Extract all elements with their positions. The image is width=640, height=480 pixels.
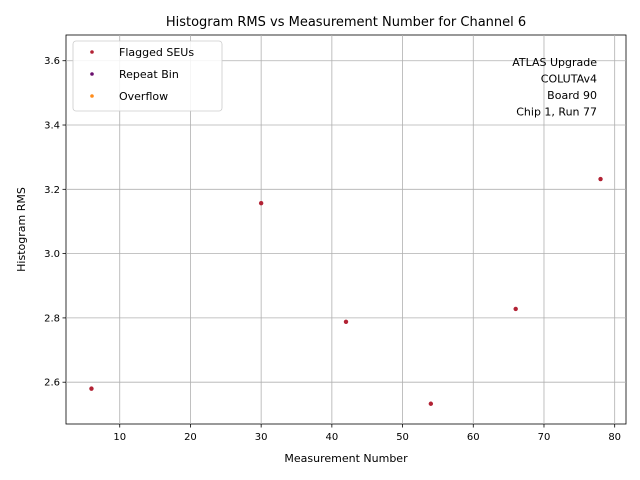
x-tick-label: 20	[184, 432, 197, 443]
grid-lines	[66, 35, 626, 424]
data-point	[258, 200, 264, 206]
y-tick-label: 3.4	[44, 121, 60, 132]
y-tick-label: 3.6	[44, 56, 60, 67]
annotation-line: ATLAS Upgrade	[512, 56, 597, 69]
x-tick-label: 70	[538, 432, 551, 443]
legend-marker	[90, 94, 94, 98]
x-tick-label: 10	[113, 432, 126, 443]
y-tick-label: 3.0	[44, 249, 60, 260]
chart-title: Histogram RMS vs Measurement Number for …	[166, 15, 526, 30]
annotation-line: Chip 1, Run 77	[516, 106, 597, 119]
x-tick-label: 80	[608, 432, 621, 443]
x-tick-label: 40	[325, 432, 338, 443]
x-axis-ticks: 10 20 30 40 50 60 70 80	[113, 424, 621, 443]
annotation-line: COLUTAv4	[541, 73, 597, 86]
data-point	[598, 176, 603, 182]
y-tick-label: 3.2	[44, 185, 60, 196]
annotation-box: ATLAS Upgrade COLUTAv4 Board 90 Chip 1, Run…	[512, 56, 597, 119]
legend-marker	[90, 50, 94, 54]
legend-label: Repeat Bin	[119, 68, 179, 81]
plot-area	[65, 34, 627, 425]
y-axis-ticks: 2.6 2.8 3.0 3.2 3.4 3.6	[44, 56, 66, 389]
x-axis-label: Measurement Number	[284, 452, 408, 465]
x-tick-label: 50	[396, 432, 409, 443]
data-point	[89, 386, 94, 391]
legend: Flagged SEUs Repeat Bin Overflow	[72, 40, 223, 112]
data-point	[343, 319, 349, 324]
data-points	[89, 176, 603, 406]
x-tick-label: 60	[467, 432, 480, 443]
data-point	[513, 306, 518, 312]
x-tick-label: 30	[255, 432, 268, 443]
legend-label: Overflow	[119, 90, 168, 103]
y-axis-label: Histogram RMS	[15, 187, 28, 272]
legend-frame	[72, 40, 223, 112]
data-point	[428, 401, 434, 406]
y-tick-label: 2.6	[44, 378, 60, 389]
legend-marker	[90, 72, 94, 76]
y-tick-label: 2.8	[44, 313, 60, 324]
legend-label: Flagged SEUs	[119, 46, 194, 59]
annotation-line: Board 90	[547, 89, 597, 102]
